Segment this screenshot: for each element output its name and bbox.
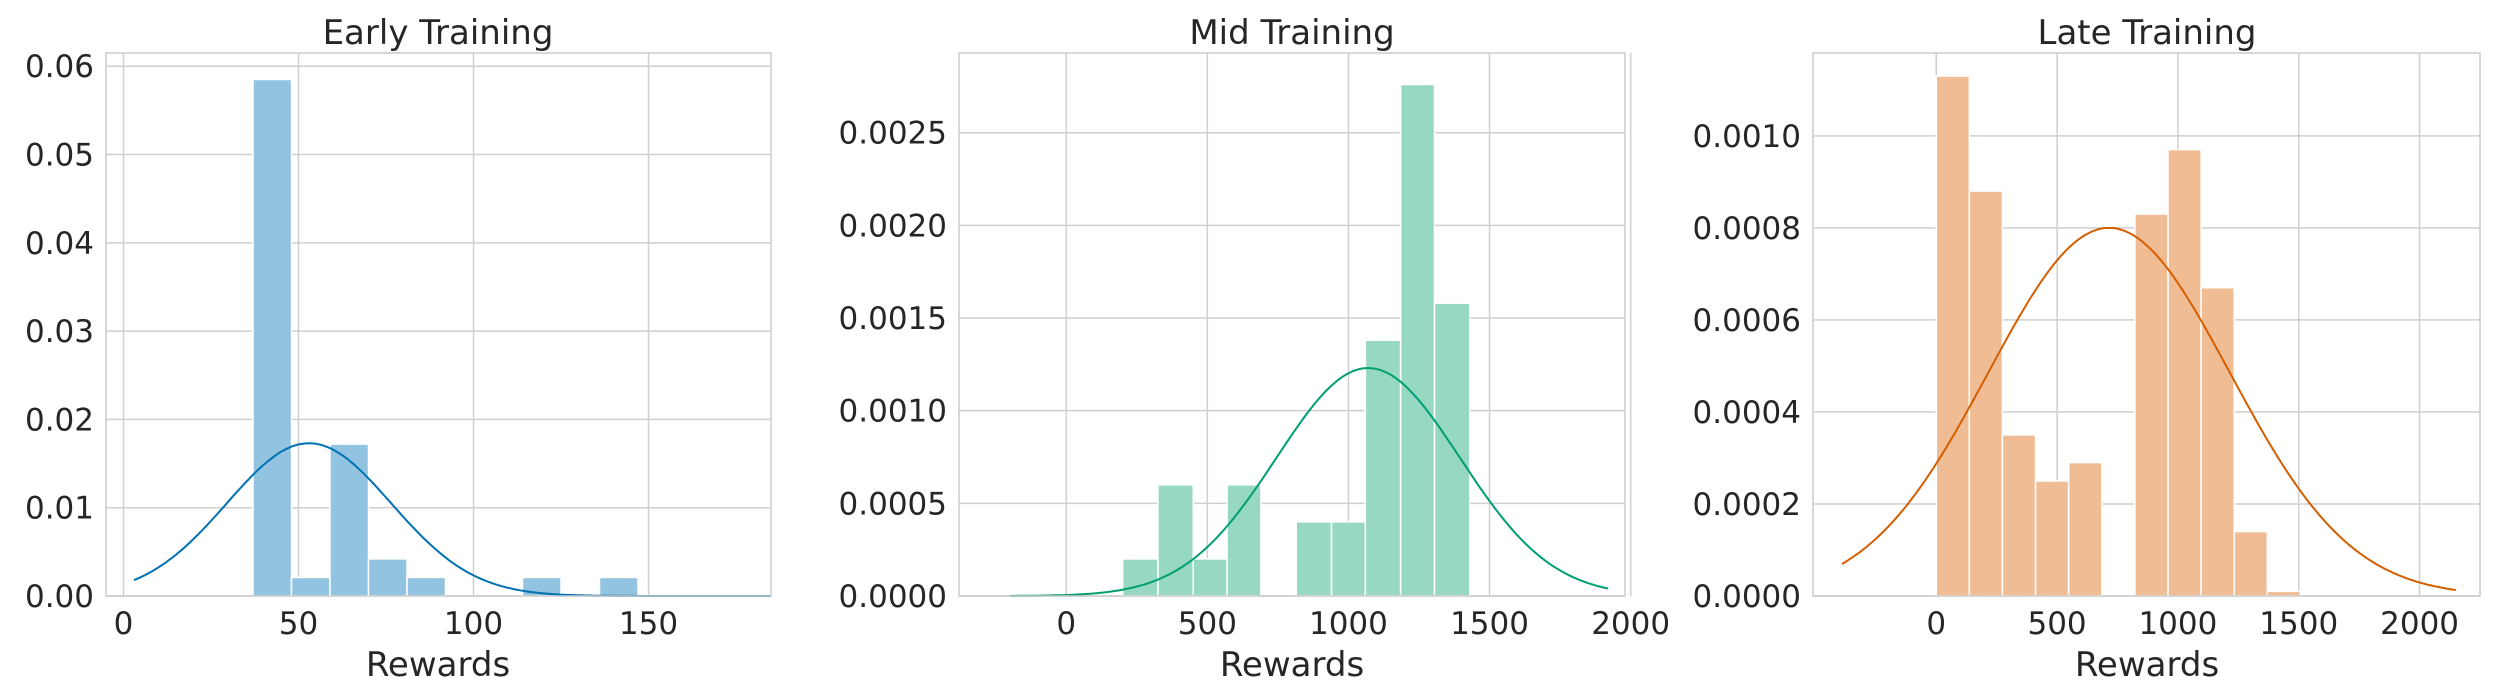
early-training-kde-curve bbox=[133, 442, 771, 597]
late-training-title: Late Training bbox=[2038, 13, 2257, 53]
late-training-histogram-bar bbox=[2001, 434, 2037, 597]
late-training-histogram-bar bbox=[2200, 286, 2235, 597]
late-training-xlabel: Rewards bbox=[2075, 645, 2219, 685]
late-training-histogram-bar bbox=[2034, 480, 2070, 597]
mid-training-ytick-label: 0.0000 bbox=[839, 579, 947, 615]
mid-training-histogram-bar bbox=[1399, 83, 1436, 597]
mid-training-xlabel: Rewards bbox=[1220, 645, 1364, 685]
late-training-ytick-label: 0.0000 bbox=[1693, 579, 1801, 615]
mid-training-axes-frame bbox=[958, 52, 1626, 597]
early-training-histogram-bar bbox=[406, 576, 447, 597]
late-training-plot-area: 0 500 1000 1500 2000 0.0000 0.0002 0.0004 0.0006… bbox=[1693, 52, 2481, 642]
mid-training-histogram-bar bbox=[1364, 339, 1402, 597]
late-training-xtick-label: 2000 bbox=[2380, 606, 2459, 642]
early-training-ytick-label: 0.01 bbox=[25, 491, 94, 527]
late-training-xtick-label: 0 bbox=[1926, 606, 1946, 642]
early-training-histogram-bar bbox=[252, 78, 293, 597]
mid-training-xtick-label: 0 bbox=[1056, 606, 1076, 642]
late-training-ytick-label: 0.0006 bbox=[1693, 303, 1801, 339]
mid-training-ytick-label: 0.0005 bbox=[839, 486, 947, 522]
early-training-axes-frame bbox=[105, 52, 772, 597]
early-training-xtick-label: 0 bbox=[114, 606, 134, 642]
mid-training-kde-curve bbox=[1009, 367, 1609, 597]
late-training-ytick-label: 0.0010 bbox=[1693, 119, 1801, 155]
mid-training-xtick-label: 500 bbox=[1178, 606, 1237, 642]
early-training-ytick-label: 0.05 bbox=[25, 138, 94, 174]
early-training-xtick-label: 150 bbox=[619, 606, 678, 642]
early-training-ytick-label: 0.04 bbox=[25, 226, 94, 262]
late-training-xtick-label: 1000 bbox=[2138, 606, 2217, 642]
mid-training-panel: 0 500 1000 1500 2000 0.0000 0.0005 0.0010 0.0015… bbox=[839, 13, 1671, 685]
early-training-xlabel: Rewards bbox=[366, 645, 510, 685]
mid-training-plot-area: 0 500 1000 1500 2000 0.0000 0.0005 0.0010 0.0015… bbox=[839, 52, 1670, 642]
late-training-histogram-bar bbox=[2134, 213, 2169, 597]
late-training-histogram-bar bbox=[1968, 190, 2004, 597]
mid-training-histogram-bar bbox=[1330, 521, 1367, 597]
early-training-ytick-label: 0.02 bbox=[25, 402, 94, 438]
early-training-ytick-label: 0.03 bbox=[25, 314, 94, 350]
late-training-xtick-label: 500 bbox=[2027, 606, 2086, 642]
early-training-histogram-bar bbox=[290, 576, 331, 597]
mid-training-histogram-bar bbox=[1192, 558, 1228, 597]
mid-training-ytick-label: 0.0010 bbox=[839, 394, 947, 430]
late-training-axes-frame bbox=[1812, 52, 2481, 597]
late-training-histogram-bar bbox=[2233, 530, 2269, 597]
early-training-histogram-bar bbox=[329, 443, 370, 597]
mid-training-xtick-label: 1000 bbox=[1309, 606, 1388, 642]
mid-training-ytick-label: 0.0020 bbox=[839, 208, 947, 244]
late-training-histogram-bar bbox=[2167, 148, 2202, 597]
mid-training-xtick-label: 1500 bbox=[1450, 606, 1529, 642]
late-training-ytick-label: 0.0002 bbox=[1693, 487, 1801, 523]
early-training-title: Early Training bbox=[323, 13, 554, 53]
mid-training-ytick-label: 0.0025 bbox=[839, 116, 947, 152]
mid-training-title: Mid Training bbox=[1189, 13, 1394, 53]
early-training-histogram-bar bbox=[598, 576, 639, 597]
early-training-panel: 0 50 100 150 0.00 0.01 0.02 0.03 0.04 0.05 0.06 Ea… bbox=[25, 13, 772, 685]
mid-training-histogram-bar bbox=[1157, 484, 1194, 597]
early-training-xtick-label: 100 bbox=[444, 606, 503, 642]
late-training-histogram-bar bbox=[2067, 461, 2103, 597]
late-training-ytick-label: 0.0004 bbox=[1693, 395, 1801, 431]
mid-training-histogram-bar bbox=[1226, 484, 1262, 597]
early-training-histogram-bar bbox=[367, 558, 408, 597]
mid-training-histogram-bar bbox=[1433, 302, 1471, 597]
late-training-xtick-label: 1500 bbox=[2259, 606, 2338, 642]
mid-training-ytick-label: 0.0015 bbox=[839, 301, 947, 337]
late-training-panel: 0 500 1000 1500 2000 0.0000 0.0002 0.0004 0.0006… bbox=[1693, 13, 2481, 685]
early-training-xtick-label: 50 bbox=[279, 606, 318, 642]
early-training-plot-area: 0 50 100 150 0.00 0.01 0.02 0.03 0.04 0.05 0.06 bbox=[25, 49, 772, 642]
mid-training-histogram-bar bbox=[1121, 558, 1159, 597]
mid-training-xtick-label: 2000 bbox=[1591, 606, 1670, 642]
late-training-ytick-label: 0.0008 bbox=[1693, 211, 1801, 247]
early-training-ytick-label: 0.06 bbox=[25, 49, 94, 85]
late-training-histogram-bar bbox=[1935, 75, 1971, 597]
early-training-ytick-label: 0.00 bbox=[25, 579, 94, 615]
late-training-kde-curve bbox=[1841, 226, 2456, 591]
mid-training-histogram-bar bbox=[1295, 521, 1333, 597]
